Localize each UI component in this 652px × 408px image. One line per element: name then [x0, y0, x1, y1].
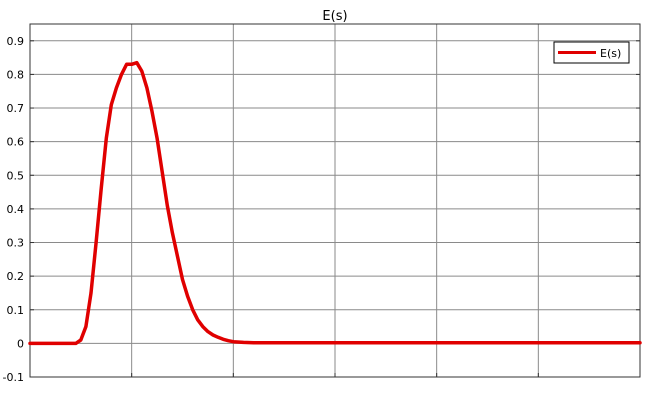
legend-label: E(s)	[600, 47, 621, 60]
y-tick-label-0: -0.1	[3, 371, 24, 384]
y-tick-label-7: 0.6	[7, 136, 25, 149]
y-tick-label-8: 0.7	[7, 102, 25, 115]
y-tick-label-2: 0.1	[7, 304, 25, 317]
y-tick-label-6: 0.5	[7, 169, 25, 182]
y-tick-label-9: 0.8	[7, 68, 25, 81]
axis-ticks: -0.1 0 0.1 0.2 0.3 0.4 0.5 0.6 0.7 0.8 0.9	[3, 35, 641, 384]
series-line-0	[28, 60, 642, 346]
y-tick-label-10: 0.9	[7, 35, 25, 48]
y-tick-label-4: 0.3	[7, 237, 25, 250]
chart-title: E(s)	[322, 9, 347, 24]
y-tick-label-1: 0	[17, 337, 24, 350]
series-layer	[28, 60, 642, 346]
y-tick-label-3: 0.2	[7, 270, 25, 283]
legend: E(s)	[553, 41, 630, 64]
y-tick-label-5: 0.4	[7, 203, 25, 216]
